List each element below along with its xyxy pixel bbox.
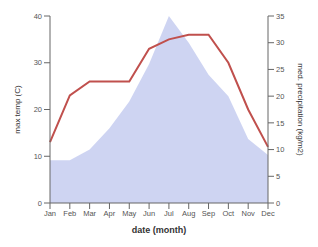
svg-text:med. precipitation (kg/m2): med. precipitation (kg/m2) (296, 63, 305, 156)
svg-text:Nov: Nov (242, 209, 256, 218)
svg-text:date (month): date (month) (132, 225, 187, 235)
svg-text:40: 40 (34, 12, 42, 21)
svg-text:5: 5 (276, 172, 280, 181)
svg-text:25: 25 (276, 65, 284, 74)
svg-text:Mar: Mar (83, 209, 96, 218)
svg-text:35: 35 (276, 12, 284, 21)
svg-text:Jun: Jun (143, 209, 155, 218)
svg-text:Dec: Dec (261, 209, 275, 218)
svg-text:0: 0 (276, 199, 280, 208)
svg-text:20: 20 (34, 105, 42, 114)
svg-text:Feb: Feb (63, 209, 76, 218)
svg-text:10: 10 (276, 145, 284, 154)
svg-text:max temp (C): max temp (C) (13, 85, 22, 134)
svg-text:Sep: Sep (202, 209, 215, 218)
svg-text:15: 15 (276, 119, 284, 128)
svg-text:20: 20 (276, 92, 284, 101)
svg-text:10: 10 (34, 152, 42, 161)
svg-text:Jan: Jan (44, 209, 56, 218)
svg-text:May: May (122, 209, 136, 218)
svg-text:Oct: Oct (223, 209, 236, 218)
svg-text:30: 30 (276, 38, 284, 47)
svg-text:30: 30 (34, 58, 42, 67)
svg-text:Apr: Apr (104, 209, 116, 218)
svg-text:0: 0 (38, 199, 42, 208)
svg-text:Aug: Aug (182, 209, 195, 218)
svg-text:Jul: Jul (164, 209, 174, 218)
